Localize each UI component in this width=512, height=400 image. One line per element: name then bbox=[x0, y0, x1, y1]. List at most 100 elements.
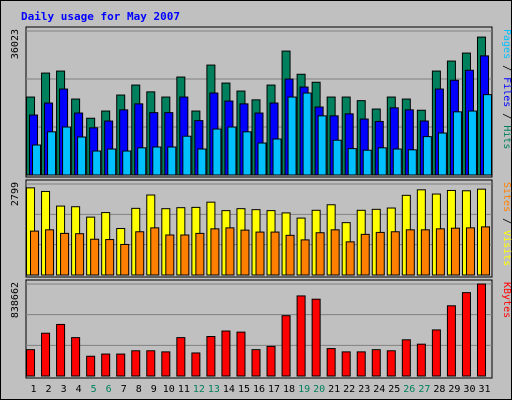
bar-kbytes-day-31 bbox=[476, 283, 486, 377]
bar-kbytes-day-12 bbox=[191, 352, 201, 377]
x-tick-day-18: 18 bbox=[283, 384, 295, 395]
bar-sites-day-13 bbox=[210, 228, 220, 276]
bar-kbytes-day-16 bbox=[251, 349, 261, 377]
bar-sites-day-2 bbox=[45, 229, 55, 276]
bar-sites-day-29 bbox=[450, 227, 460, 276]
chart-panels: 36023 Pages / Files / Hits 2799 Sites / Vis… bbox=[10, 26, 512, 379]
x-tick-day-28: 28 bbox=[433, 384, 445, 395]
x-tick-day-12: 12 bbox=[193, 384, 205, 395]
panel-max-label: 36023 bbox=[10, 29, 21, 59]
bar-pages-day-6 bbox=[107, 148, 117, 176]
bar-kbytes-day-17 bbox=[266, 345, 276, 377]
x-tick-day-15: 15 bbox=[238, 384, 250, 395]
bar-kbytes-day-4 bbox=[71, 337, 81, 377]
bar-kbytes-day-8 bbox=[131, 350, 141, 377]
bar-sites-day-16 bbox=[255, 231, 265, 276]
bar-kbytes-day-20 bbox=[311, 298, 321, 377]
bar-pages-day-17 bbox=[272, 138, 282, 176]
legend-entry: Files bbox=[501, 77, 512, 107]
bar-pages-day-15 bbox=[242, 131, 252, 176]
series-kbytes bbox=[26, 283, 486, 377]
bar-kbytes-day-28 bbox=[431, 329, 441, 377]
bar-sites-day-24 bbox=[375, 231, 385, 276]
bar-pages-day-2 bbox=[47, 131, 57, 176]
bar-kbytes-day-15 bbox=[236, 331, 246, 377]
x-tick-day-27: 27 bbox=[418, 384, 430, 395]
series-pages bbox=[32, 92, 492, 176]
bar-kbytes-day-11 bbox=[176, 337, 186, 377]
x-tick-day-6: 6 bbox=[106, 384, 112, 395]
bar-pages-day-14 bbox=[227, 126, 237, 176]
bar-kbytes-day-30 bbox=[461, 292, 471, 377]
bar-pages-day-16 bbox=[257, 142, 267, 176]
x-tick-day-10: 10 bbox=[163, 384, 175, 395]
bar-pages-day-30 bbox=[467, 110, 477, 176]
legend-entry: / bbox=[501, 107, 512, 125]
bar-pages-day-27 bbox=[422, 136, 432, 176]
legend-entry: / bbox=[501, 59, 512, 77]
bar-sites-day-1 bbox=[30, 230, 40, 276]
x-tick-day-26: 26 bbox=[403, 384, 415, 395]
bar-kbytes-day-24 bbox=[371, 349, 381, 377]
bar-sites-day-25 bbox=[390, 231, 400, 276]
bar-sites-day-17 bbox=[270, 231, 280, 276]
bar-sites-day-9 bbox=[150, 227, 160, 276]
bar-kbytes-day-29 bbox=[446, 305, 456, 377]
x-tick-day-14: 14 bbox=[223, 384, 235, 395]
bar-pages-day-21 bbox=[332, 139, 342, 176]
x-tick-day-16: 16 bbox=[253, 384, 265, 395]
bar-sites-day-4 bbox=[75, 233, 85, 276]
bar-sites-day-12 bbox=[195, 232, 205, 276]
x-tick-day-31: 31 bbox=[478, 384, 490, 395]
series-sites bbox=[30, 226, 490, 276]
bar-kbytes-day-9 bbox=[146, 350, 156, 377]
bar-pages-day-3 bbox=[62, 126, 72, 176]
x-tick-day-3: 3 bbox=[61, 384, 67, 395]
x-tick-day-5: 5 bbox=[91, 384, 97, 395]
bar-kbytes-day-22 bbox=[341, 351, 351, 377]
x-tick-day-21: 21 bbox=[328, 384, 340, 395]
bar-kbytes-day-13 bbox=[206, 336, 216, 377]
x-tick-day-7: 7 bbox=[121, 384, 127, 395]
bar-kbytes-day-26 bbox=[401, 339, 411, 377]
bar-sites-day-7 bbox=[120, 243, 130, 276]
x-tick-day-9: 9 bbox=[151, 384, 157, 395]
bar-kbytes-day-1 bbox=[26, 349, 36, 377]
bar-pages-day-7 bbox=[122, 150, 132, 176]
bar-sites-day-18 bbox=[285, 234, 295, 276]
bar-pages-day-1 bbox=[32, 144, 42, 176]
bar-pages-day-4 bbox=[77, 136, 87, 176]
bar-pages-day-10 bbox=[167, 146, 177, 176]
x-tick-day-1: 1 bbox=[31, 384, 37, 395]
bar-kbytes-day-21 bbox=[326, 348, 336, 377]
bar-pages-day-8 bbox=[137, 147, 147, 176]
bar-sites-day-21 bbox=[330, 229, 340, 276]
bar-pages-day-26 bbox=[407, 149, 417, 176]
legend-entry: Visits bbox=[501, 230, 512, 266]
bar-sites-day-5 bbox=[90, 238, 100, 276]
bar-pages-day-24 bbox=[377, 147, 387, 176]
x-tick-day-8: 8 bbox=[136, 384, 142, 395]
bar-pages-day-11 bbox=[182, 135, 192, 176]
bar-kbytes-day-6 bbox=[101, 353, 111, 377]
x-tick-day-17: 17 bbox=[268, 384, 280, 395]
bar-kbytes-day-25 bbox=[386, 350, 396, 377]
bar-sites-day-11 bbox=[180, 234, 190, 276]
bar-sites-day-31 bbox=[480, 226, 490, 276]
bar-kbytes-day-7 bbox=[116, 353, 126, 377]
bar-kbytes-day-10 bbox=[161, 351, 171, 377]
bar-sites-day-22 bbox=[345, 241, 355, 276]
bar-kbytes-day-18 bbox=[281, 315, 291, 377]
bar-sites-day-28 bbox=[435, 228, 445, 276]
x-tick-day-20: 20 bbox=[313, 384, 325, 395]
bar-sites-day-10 bbox=[165, 234, 175, 276]
bar-sites-day-3 bbox=[60, 232, 70, 276]
x-tick-day-29: 29 bbox=[448, 384, 460, 395]
x-tick-day-11: 11 bbox=[178, 384, 190, 395]
x-tick-day-25: 25 bbox=[388, 384, 400, 395]
bar-pages-day-23 bbox=[362, 149, 372, 176]
panel-hits-files-pages: 36023 Pages / Files / Hits bbox=[10, 26, 512, 178]
bar-pages-day-19 bbox=[302, 92, 312, 176]
bar-sites-day-27 bbox=[420, 229, 430, 276]
